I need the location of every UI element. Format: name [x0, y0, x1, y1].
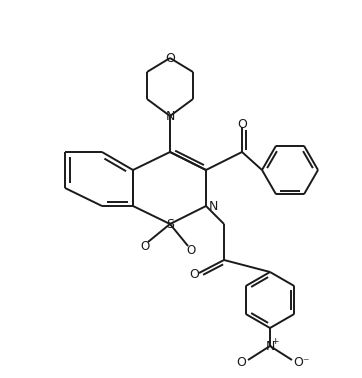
- Text: O: O: [165, 51, 175, 65]
- Text: O: O: [186, 243, 195, 257]
- Text: O: O: [236, 355, 246, 369]
- Text: N: N: [208, 200, 218, 212]
- Text: O⁻: O⁻: [293, 355, 309, 369]
- Text: O: O: [237, 118, 247, 132]
- Text: S: S: [166, 217, 174, 231]
- Text: +: +: [271, 338, 279, 347]
- Text: N: N: [265, 339, 275, 353]
- Text: N: N: [165, 110, 175, 122]
- Text: O: O: [189, 268, 199, 282]
- Text: O: O: [140, 240, 150, 253]
